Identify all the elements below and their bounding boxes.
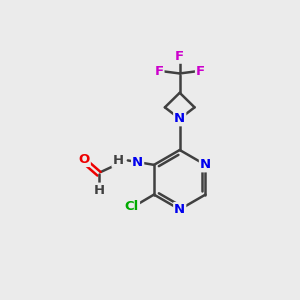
Text: H: H	[93, 184, 105, 196]
Text: N: N	[174, 203, 185, 216]
Text: O: O	[79, 153, 90, 166]
Text: N: N	[200, 158, 211, 171]
Text: F: F	[175, 50, 184, 63]
Text: N: N	[174, 112, 185, 125]
Text: H: H	[112, 154, 124, 167]
Text: F: F	[154, 64, 164, 78]
Text: N: N	[132, 156, 143, 169]
Text: F: F	[196, 64, 205, 78]
Text: Cl: Cl	[125, 200, 139, 213]
